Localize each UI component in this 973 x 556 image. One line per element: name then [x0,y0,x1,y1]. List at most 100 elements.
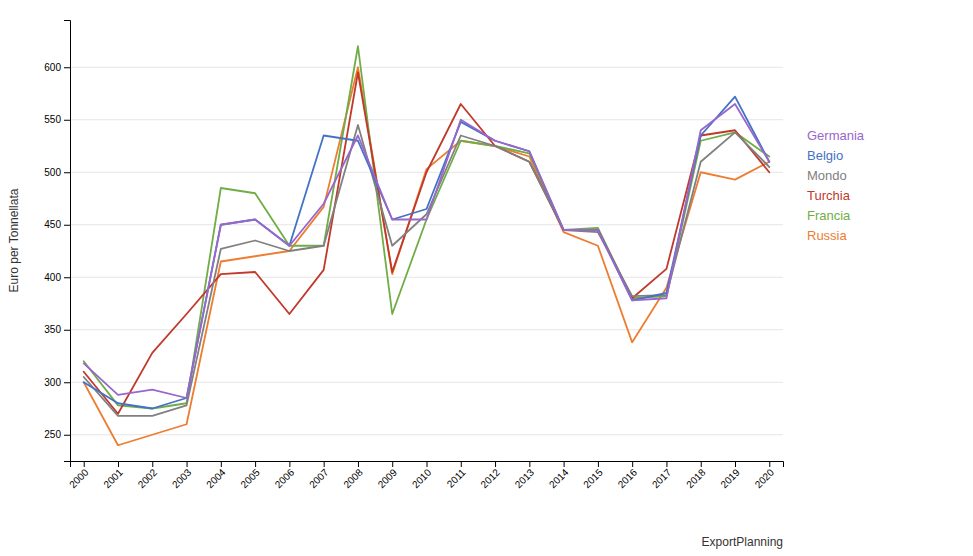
y-tick: 400 [44,272,70,283]
x-tick-mark [289,461,290,467]
x-tick: 2007 [307,461,331,490]
x-tick-label: 2002 [136,466,160,490]
legend-entry: Mondo [807,168,847,183]
x-tick: 2017 [650,461,674,490]
x-tick-mark [84,461,85,467]
series-line [84,46,770,408]
y-tick: 550 [44,114,70,125]
x-tick-mark [666,461,667,467]
x-tick-mark [769,461,770,467]
legend-entry: Belgio [807,148,843,163]
x-tick-mark [701,461,702,467]
x-tick-label: 2006 [273,466,297,490]
x-tick: 2009 [376,461,400,490]
y-tick-label: 600 [44,62,61,73]
x-axis-line [71,462,784,468]
x-tick-mark [564,461,565,467]
x-tick: 2002 [136,461,160,490]
x-tick-label: 2014 [547,466,571,490]
y-tick: 250 [44,429,70,440]
x-tick-label: 2015 [581,466,605,490]
y-tick-mark [64,382,70,383]
x-tick-label: 2004 [204,466,228,490]
x-tick-label: 2017 [650,466,674,490]
x-tick-label: 2003 [170,466,194,490]
x-tick-mark [221,461,222,467]
x-tick-mark [735,461,736,467]
x-tick: 2005 [238,461,262,490]
x-axis-title: ExportPlanning [702,535,783,549]
series-line [84,104,770,398]
x-tick-mark [461,461,462,467]
x-tick-label: 2013 [513,466,537,490]
y-axis: 250 300 350 400 450 500 550 600 [44,21,70,462]
y-tick: 600 [44,62,70,73]
x-tick: 2019 [718,461,742,490]
x-axis: 2000200120022003200420052006200720082009… [67,461,783,490]
y-tick: 300 [44,377,70,388]
y-tick-label: 400 [44,272,61,283]
x-tick-mark [358,461,359,467]
grid-line [70,224,783,225]
x-tick: 2011 [445,461,468,490]
legend-entry: Russia [807,228,848,243]
y-tick-label: 250 [44,429,61,440]
x-tick-mark [324,461,325,467]
y-tick-label: 450 [44,219,61,230]
plot: 2000200120022003200420052006200720082009… [44,21,783,491]
series-line [84,97,770,409]
x-tick-mark [427,461,428,467]
x-tick: 2014 [547,461,571,490]
x-tick-mark [255,461,256,467]
y-tick: 450 [44,219,70,230]
y-tick-mark [64,67,70,68]
y-tick-mark [64,330,70,331]
x-tick-label: 2016 [616,466,640,490]
grid-line [70,382,783,383]
series-line [84,125,770,416]
legend-entry: Germania [807,128,865,143]
y-tick-label: 350 [44,324,61,335]
x-tick-label: 2012 [478,466,502,490]
x-tick-mark [495,461,496,467]
x-tick-label: 2018 [684,466,708,490]
y-axis-line [64,21,71,462]
x-tick: 2008 [341,461,365,490]
grid-line [70,329,783,330]
y-tick: 350 [44,324,70,335]
x-tick: 2004 [204,461,228,490]
grid-line [70,277,783,278]
grid-line [70,434,783,435]
x-tick-mark [632,461,633,467]
x-tick-label: 2019 [718,466,742,490]
x-tick-mark [529,461,530,467]
x-tick: 2013 [513,461,537,490]
x-tick: 2001 [101,461,125,490]
y-tick-label: 300 [44,377,61,388]
lines [84,46,770,445]
x-tick-label: 2008 [341,466,365,490]
grid [70,67,783,435]
x-tick-label: 2009 [376,466,400,490]
legend-entry: Francia [807,208,851,223]
x-tick: 2006 [273,461,297,490]
y-tick-mark [64,120,70,121]
series-line [84,73,770,414]
x-tick: 2003 [170,461,194,490]
x-tick: 2016 [616,461,640,490]
y-tick-mark [64,172,70,173]
x-tick-mark [598,461,599,467]
x-tick-mark [187,461,188,467]
x-tick-mark [118,461,119,467]
y-tick-label: 550 [44,114,61,125]
x-tick-label: 2001 [101,466,125,490]
y-tick-label: 500 [44,167,61,178]
legend-entry: Turchia [807,188,851,203]
x-tick-label: 2007 [307,466,331,490]
x-tick-label: 2005 [238,466,262,490]
x-tick: 2018 [684,461,708,490]
grid-line [70,67,783,68]
x-tick-label: 2020 [753,466,777,490]
x-tick-label: 2010 [410,466,434,490]
x-tick-label: 2011 [445,466,468,489]
